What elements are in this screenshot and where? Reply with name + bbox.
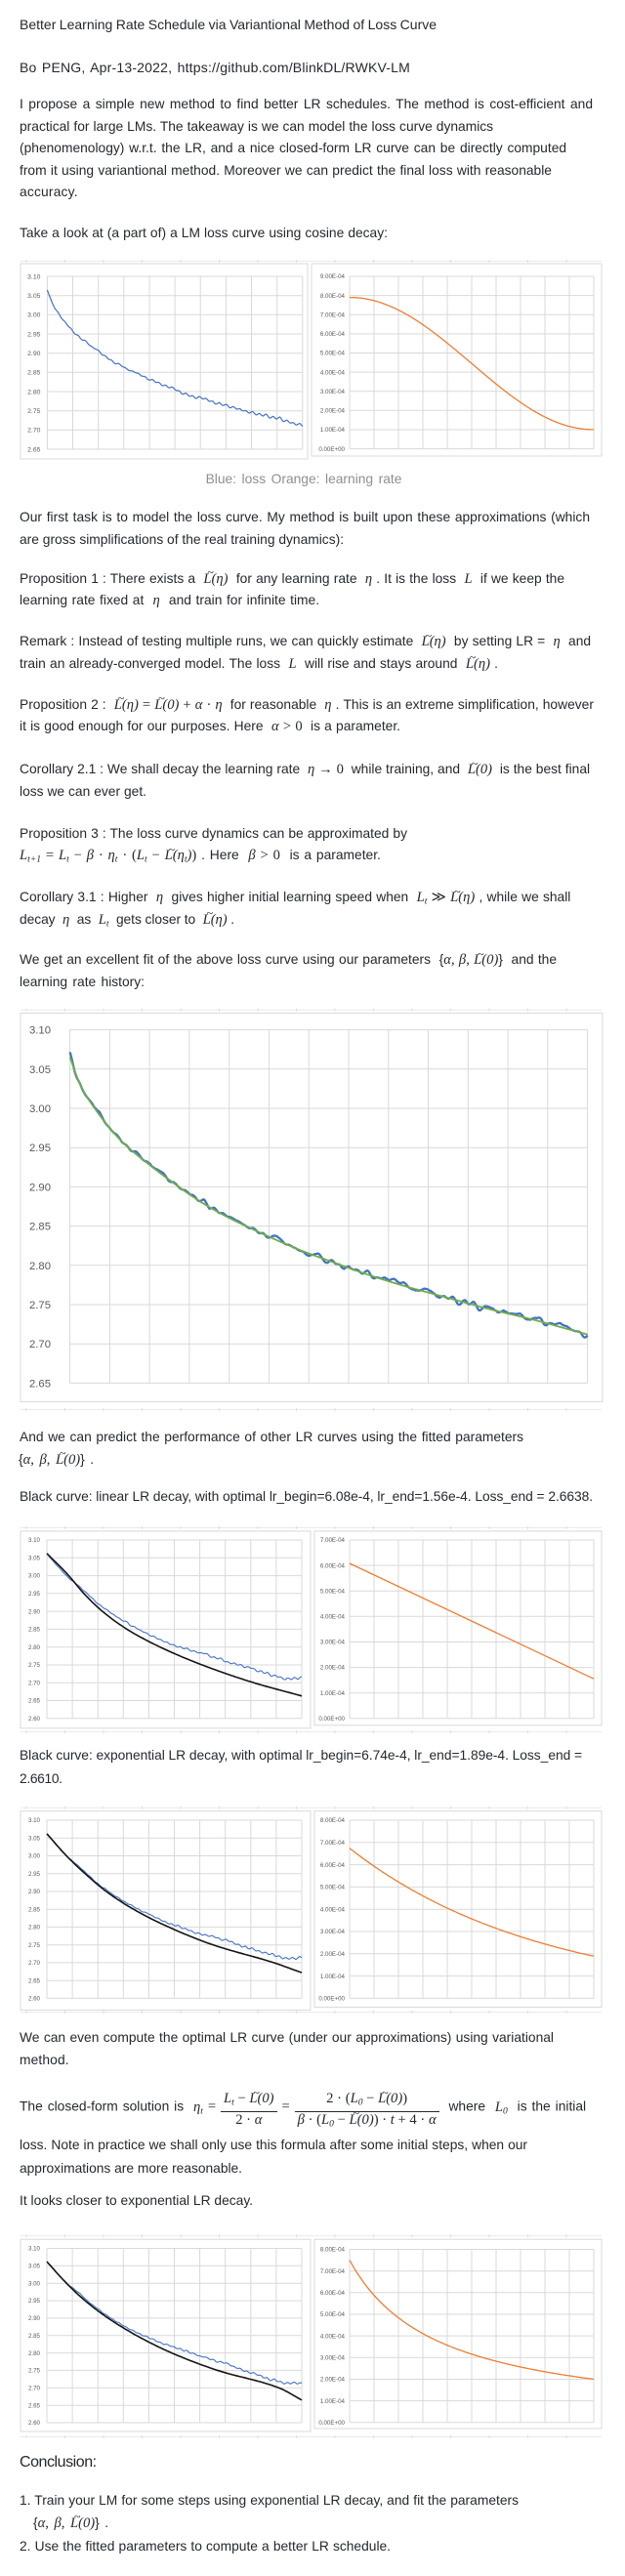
svg-text:2.95: 2.95: [28, 1871, 41, 1878]
svg-text:2.65: 2.65: [28, 2402, 41, 2409]
svg-text:2.75: 2.75: [27, 408, 40, 415]
svg-text:0.00E+00: 0.00E+00: [318, 446, 345, 453]
svg-text:3.00E-04: 3.00E-04: [320, 1929, 346, 1935]
svg-text:6.00E-04: 6.00E-04: [320, 331, 346, 338]
svg-text:3.00E-04: 3.00E-04: [320, 2355, 346, 2362]
svg-text:2.80: 2.80: [28, 1925, 41, 1932]
svg-text:3.05: 3.05: [29, 1064, 51, 1076]
svg-text:3.05: 3.05: [28, 1835, 41, 1842]
svg-text:2.00E-04: 2.00E-04: [320, 408, 346, 415]
svg-text:2.65: 2.65: [27, 446, 40, 453]
svg-text:9.00E-04: 9.00E-04: [320, 273, 346, 280]
svg-text:2.00E-04: 2.00E-04: [320, 1665, 346, 1672]
svg-text:2.70: 2.70: [28, 1960, 41, 1967]
svg-text:2.90: 2.90: [27, 351, 40, 357]
svg-text:3.05: 3.05: [28, 2264, 41, 2270]
svg-text:3.10: 3.10: [29, 1025, 51, 1037]
svg-text:1.00E-04: 1.00E-04: [320, 427, 346, 434]
svg-text:8.00E-04: 8.00E-04: [320, 2247, 346, 2254]
svg-text:2.95: 2.95: [27, 331, 40, 338]
svg-text:0.00E+00: 0.00E+00: [318, 2420, 345, 2427]
svg-text:2.60: 2.60: [28, 1716, 41, 1723]
svg-text:2.80: 2.80: [28, 2350, 41, 2357]
svg-text:8.00E-04: 8.00E-04: [320, 1817, 346, 1824]
svg-text:2.80: 2.80: [27, 389, 40, 395]
svg-text:4.00E-04: 4.00E-04: [320, 2333, 346, 2340]
svg-text:1.00E-04: 1.00E-04: [320, 1690, 346, 1697]
svg-text:2.90: 2.90: [28, 1889, 41, 1895]
svg-text:5.00E-04: 5.00E-04: [320, 2311, 346, 2318]
svg-text:0.00E+00: 0.00E+00: [318, 1996, 345, 2003]
svg-text:2.90: 2.90: [28, 1608, 41, 1615]
svg-text:3.05: 3.05: [28, 1556, 41, 1562]
svg-text:3.00: 3.00: [28, 1573, 41, 1580]
svg-text:5.00E-04: 5.00E-04: [320, 1588, 346, 1595]
svg-text:2.85: 2.85: [28, 2333, 41, 2340]
svg-text:3.10: 3.10: [28, 1817, 41, 1824]
svg-text:2.95: 2.95: [28, 2298, 41, 2305]
svg-text:6.00E-04: 6.00E-04: [320, 2290, 346, 2297]
svg-text:7.00E-04: 7.00E-04: [320, 1840, 346, 1847]
svg-text:2.95: 2.95: [29, 1143, 51, 1154]
svg-text:3.05: 3.05: [27, 293, 40, 300]
svg-text:3.00E-04: 3.00E-04: [320, 389, 346, 395]
svg-text:2.60: 2.60: [28, 2420, 41, 2427]
svg-text:2.00E-04: 2.00E-04: [320, 2377, 346, 2384]
svg-text:2.70: 2.70: [27, 428, 40, 435]
svg-text:2.60: 2.60: [28, 1996, 41, 2003]
svg-text:2.90: 2.90: [29, 1182, 51, 1193]
svg-text:2.70: 2.70: [29, 1339, 51, 1350]
svg-text:2.95: 2.95: [28, 1591, 41, 1598]
svg-text:4.00E-04: 4.00E-04: [320, 1906, 346, 1913]
svg-text:0.00E+00: 0.00E+00: [318, 1716, 345, 1723]
svg-text:4.00E-04: 4.00E-04: [320, 1614, 346, 1621]
svg-text:1.00E-04: 1.00E-04: [320, 1974, 346, 1980]
svg-text:2.90: 2.90: [28, 2315, 41, 2322]
svg-text:2.70: 2.70: [28, 1680, 41, 1686]
svg-text:2.85: 2.85: [28, 1906, 41, 1913]
svg-text:2.65: 2.65: [28, 1977, 41, 1984]
svg-text:3.00: 3.00: [27, 312, 40, 319]
svg-text:2.00E-04: 2.00E-04: [320, 1951, 346, 1958]
svg-text:1.00E-04: 1.00E-04: [320, 2398, 346, 2405]
svg-text:3.00: 3.00: [28, 1853, 41, 1860]
svg-text:6.00E-04: 6.00E-04: [320, 1862, 346, 1869]
svg-text:2.80: 2.80: [29, 1261, 51, 1272]
svg-text:5.00E-04: 5.00E-04: [320, 351, 346, 357]
svg-text:2.75: 2.75: [28, 1942, 41, 1949]
svg-text:6.00E-04: 6.00E-04: [320, 1562, 346, 1569]
svg-text:3.10: 3.10: [27, 273, 40, 280]
svg-text:8.00E-04: 8.00E-04: [320, 293, 346, 300]
svg-text:3.00: 3.00: [29, 1103, 51, 1115]
svg-text:3.00E-04: 3.00E-04: [320, 1640, 346, 1646]
svg-text:2.85: 2.85: [28, 1627, 41, 1634]
svg-text:3.10: 3.10: [28, 2246, 41, 2253]
svg-text:2.75: 2.75: [29, 1300, 51, 1311]
svg-text:7.00E-04: 7.00E-04: [320, 2268, 346, 2275]
svg-text:7.00E-04: 7.00E-04: [320, 312, 346, 318]
svg-text:5.00E-04: 5.00E-04: [320, 1885, 346, 1891]
svg-text:2.65: 2.65: [29, 1378, 51, 1390]
svg-text:2.65: 2.65: [28, 1698, 41, 1705]
svg-text:2.85: 2.85: [27, 370, 40, 377]
svg-text:4.00E-04: 4.00E-04: [320, 369, 346, 376]
svg-text:2.75: 2.75: [28, 2368, 41, 2375]
svg-text:7.00E-04: 7.00E-04: [320, 1537, 346, 1544]
svg-text:3.00: 3.00: [28, 2280, 41, 2287]
svg-text:2.80: 2.80: [28, 1644, 41, 1651]
svg-text:2.75: 2.75: [28, 1662, 41, 1669]
svg-text:2.85: 2.85: [29, 1222, 51, 1233]
svg-text:3.10: 3.10: [28, 1537, 41, 1544]
svg-text:2.70: 2.70: [28, 2386, 41, 2392]
